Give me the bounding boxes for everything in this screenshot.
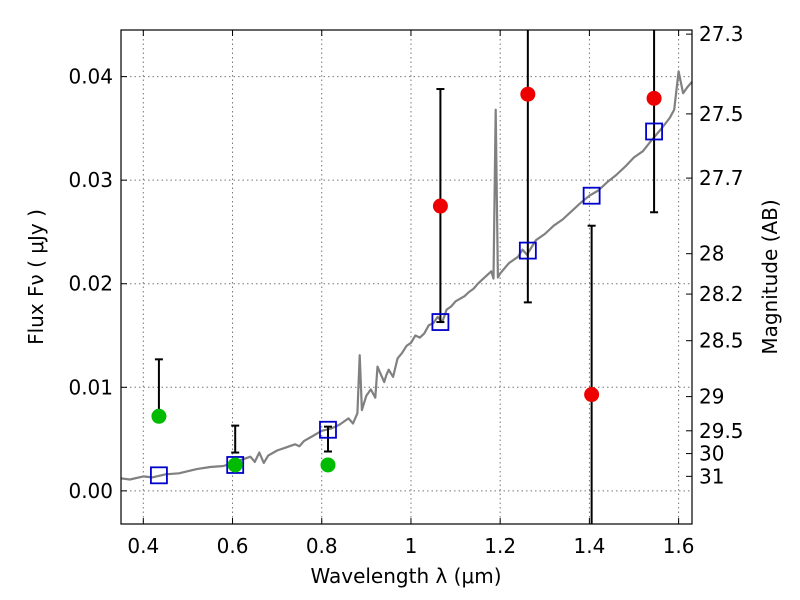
x-tick-label: 0.8 bbox=[306, 534, 338, 558]
x-tick-label: 1.6 bbox=[663, 534, 695, 558]
x-tick-label: 0.6 bbox=[217, 534, 249, 558]
observed-point bbox=[584, 387, 600, 403]
grid-lines bbox=[121, 30, 692, 524]
x-tick-label: 0.4 bbox=[127, 534, 159, 558]
x-tick-label: 1.2 bbox=[484, 534, 516, 558]
x-axis-label: Wavelength λ (μm) bbox=[310, 564, 501, 588]
y-tick-label: 0.04 bbox=[68, 65, 113, 89]
model-sed-line bbox=[120, 70, 693, 481]
model-band-marker bbox=[150, 466, 168, 485]
observed-point bbox=[227, 457, 243, 473]
sed-line bbox=[120, 70, 693, 481]
observed-point bbox=[646, 90, 662, 106]
x-tick-label: 1 bbox=[405, 534, 418, 558]
y-tick-label: 0.01 bbox=[68, 375, 113, 399]
y2-tick-label: 28 bbox=[699, 242, 724, 266]
model-band-marker bbox=[582, 186, 601, 205]
y2-tick-label: 29.5 bbox=[699, 419, 744, 443]
y-tick-label: 0.00 bbox=[68, 479, 113, 503]
model-band-marker bbox=[431, 313, 450, 331]
y-tick-label: 0.02 bbox=[68, 272, 113, 296]
x-tick-label: 1.4 bbox=[573, 534, 605, 558]
y2-tick-label: 28.2 bbox=[699, 282, 744, 306]
y2-tick-label: 28.5 bbox=[699, 329, 744, 353]
observed-point bbox=[520, 86, 536, 102]
y2-tick-label: 30 bbox=[699, 442, 724, 466]
y2-tick-label: 29 bbox=[699, 385, 724, 409]
y2-tick-label: 27.5 bbox=[699, 102, 744, 126]
observed-point bbox=[320, 457, 336, 473]
error-bars bbox=[154, 30, 659, 524]
model-band-marker bbox=[319, 420, 337, 439]
y-tick-label: 0.03 bbox=[68, 168, 113, 192]
model-band-marker bbox=[226, 456, 245, 474]
axis-ticks: 0.4 0.6 0.8 1 1.2 1.4 1.6 0.00 0.01 0.02 0.03 0.04 2… bbox=[68, 22, 743, 558]
y2-tick-label: 27.3 bbox=[699, 22, 744, 46]
data-markers bbox=[150, 86, 663, 485]
y2-axis-label: Magnitude (AB) bbox=[758, 199, 782, 354]
observed-point bbox=[432, 198, 448, 214]
plot-frame bbox=[120, 29, 693, 525]
model-band-marker bbox=[518, 241, 537, 260]
y-axis-label: Flux Fν ( μJy ) bbox=[24, 209, 48, 345]
y2-tick-label: 27.7 bbox=[699, 166, 744, 190]
observed-point bbox=[151, 408, 167, 424]
y2-tick-label: 31 bbox=[699, 464, 724, 488]
model-band-marker bbox=[645, 122, 663, 141]
